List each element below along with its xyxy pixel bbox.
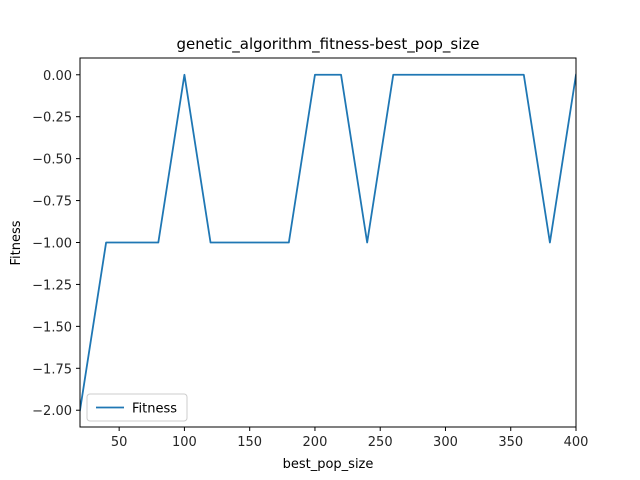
y-tick-label: −1.00 [32, 237, 72, 252]
x-tick-label: 200 [303, 435, 328, 450]
x-tick-label: 150 [237, 435, 262, 450]
y-tick-label: −2.00 [32, 404, 72, 419]
y-tick-label: −1.25 [32, 278, 72, 293]
y-axis-title: Fitness [9, 220, 24, 265]
x-tick-label: 400 [564, 435, 589, 450]
y-tick-label: −0.75 [32, 195, 72, 210]
legend-box [86, 393, 188, 422]
x-tick-label: 350 [498, 435, 523, 450]
x-tick-label: 300 [433, 435, 458, 450]
x-axis-title: best_pop_size [283, 457, 374, 472]
x-tick-label: 250 [368, 435, 393, 450]
y-tick-label: −0.50 [32, 153, 72, 168]
plot-area: 50 100 150 200 250 300 350 400 0.00 −0.25 −0.50 −0.… [32, 57, 589, 450]
y-tick-label: 0.00 [43, 69, 72, 84]
series-line-0 [80, 73, 576, 412]
y-tick-label: −0.25 [32, 111, 72, 126]
y-tick-label: −1.50 [32, 320, 72, 335]
legend-label: Fitness [132, 402, 177, 417]
chart-title: genetic_algorithm_fitness-best_pop_size [176, 35, 479, 54]
y-tick-label: −1.75 [32, 362, 72, 377]
x-tick-label: 100 [172, 435, 197, 450]
x-tick-label: 50 [111, 435, 128, 450]
